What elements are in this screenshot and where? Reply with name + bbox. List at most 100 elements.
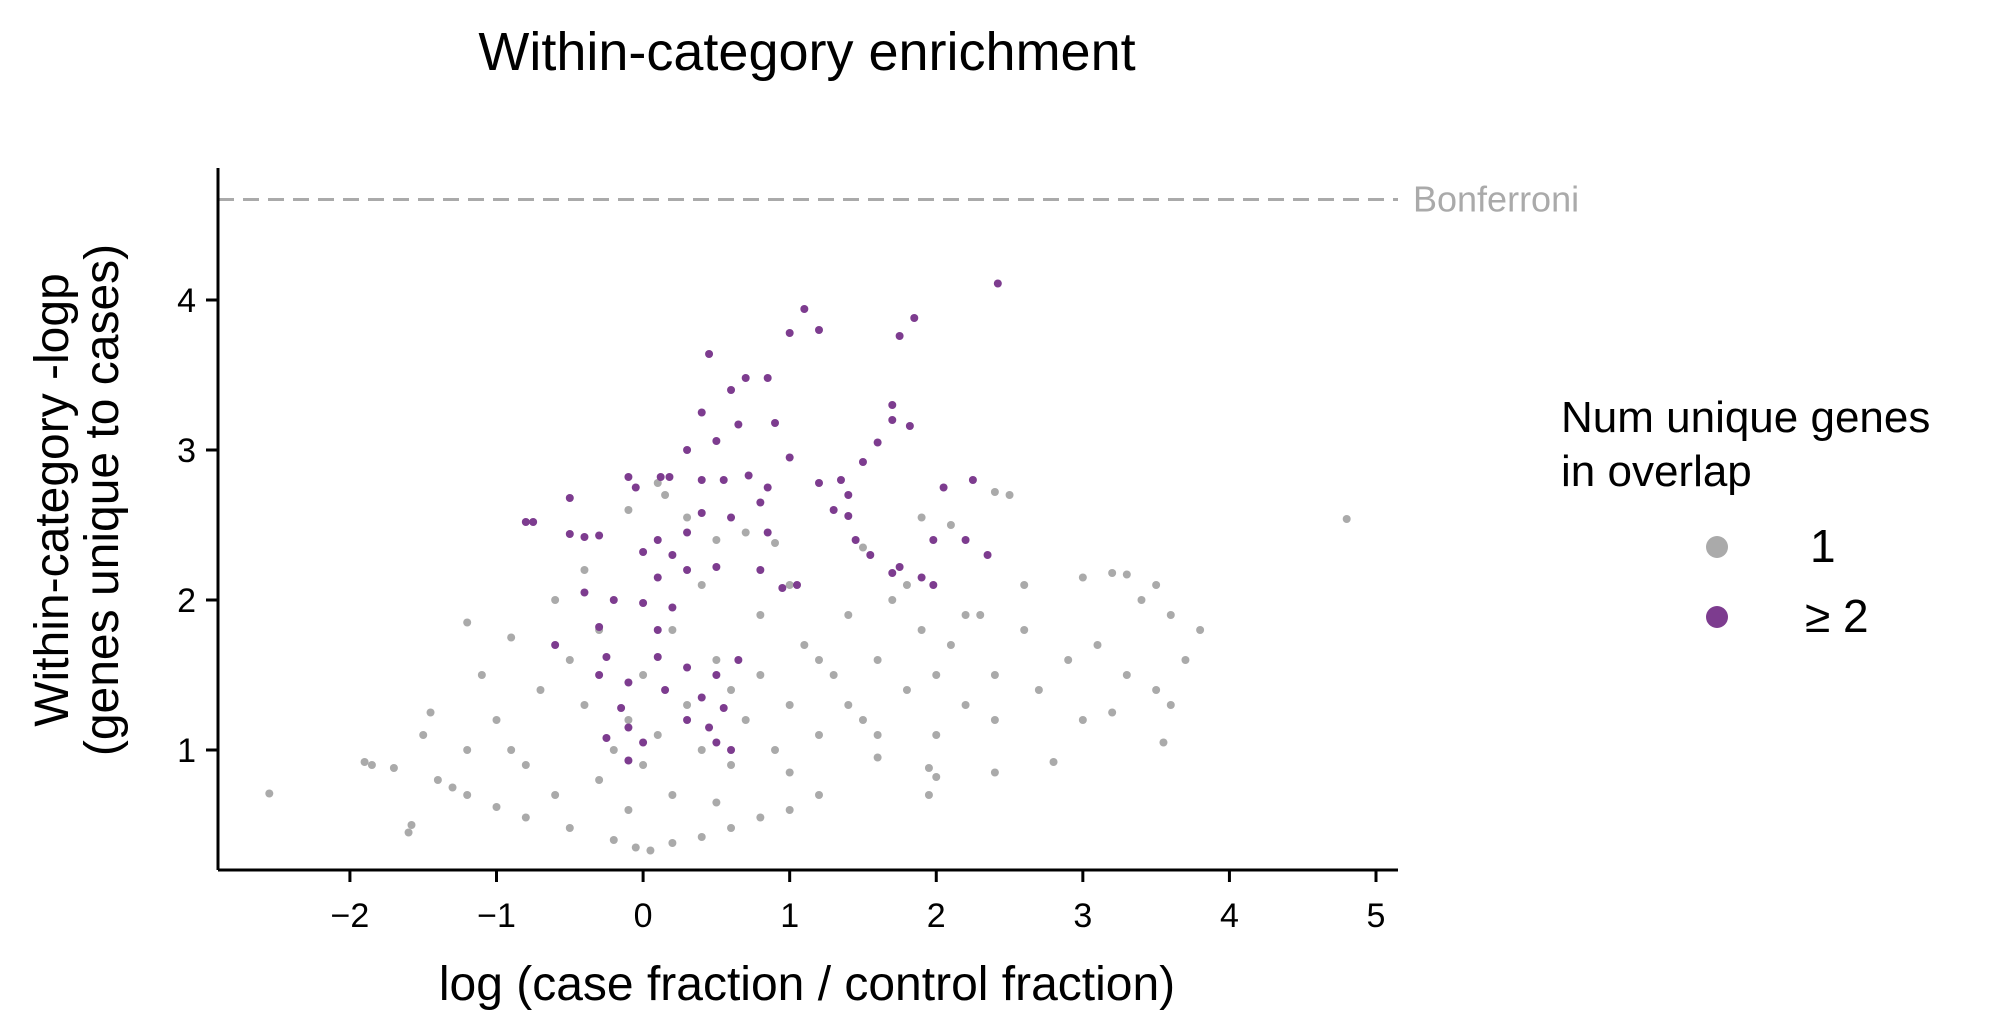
point-one-gene — [946, 521, 955, 529]
point-multi-gene — [705, 723, 714, 732]
point-one-gene — [1108, 708, 1117, 717]
point-one-gene — [631, 843, 640, 852]
point-multi-gene — [683, 528, 692, 537]
point-multi-gene — [580, 588, 589, 597]
point-one-gene — [565, 824, 574, 832]
point-one-gene — [917, 513, 926, 522]
point-one-gene — [1049, 758, 1058, 766]
point-multi-gene — [712, 563, 721, 571]
point-multi-gene — [705, 350, 714, 358]
point-multi-gene — [683, 446, 692, 454]
point-one-gene — [1152, 686, 1161, 694]
point-one-gene — [771, 539, 780, 547]
x-axis-label: log (case fraction / control fraction) — [439, 958, 1175, 1011]
point-multi-gene — [993, 279, 1002, 288]
x-tick-label: 5 — [1367, 897, 1386, 935]
point-multi-gene — [683, 716, 692, 724]
point-one-gene — [477, 671, 486, 679]
legend-label-1: 1 — [1810, 520, 1836, 572]
point-one-gene — [1137, 596, 1146, 604]
point-one-gene — [1034, 686, 1043, 694]
point-multi-gene — [888, 569, 897, 577]
point-one-gene — [990, 488, 999, 496]
point-multi-gene — [895, 332, 904, 340]
point-multi-gene — [741, 374, 750, 382]
point-multi-gene — [727, 746, 736, 754]
point-multi-gene — [624, 723, 633, 732]
point-multi-gene — [624, 678, 633, 687]
point-one-gene — [785, 806, 794, 814]
point-one-gene — [756, 813, 765, 822]
point-one-gene — [653, 479, 662, 487]
axes — [216, 168, 1398, 872]
point-one-gene — [639, 671, 648, 679]
point-one-gene — [1064, 656, 1073, 664]
point-one-gene — [844, 611, 853, 619]
point-one-gene — [844, 701, 853, 709]
x-tick-label: −1 — [477, 897, 516, 935]
point-one-gene — [932, 671, 941, 679]
point-one-gene — [492, 803, 501, 811]
point-one-gene — [1196, 626, 1205, 634]
point-multi-gene — [683, 663, 692, 672]
legend-title-line-1: Num unique genes — [1561, 393, 1930, 442]
point-multi-gene — [661, 686, 670, 694]
point-multi-gene — [888, 416, 897, 424]
point-one-gene — [888, 596, 897, 604]
point-one-gene — [727, 686, 736, 694]
y-tick-label: 1 — [177, 732, 196, 770]
point-one-gene — [976, 611, 985, 619]
point-multi-gene — [602, 653, 611, 661]
point-one-gene — [756, 611, 765, 619]
point-one-gene — [463, 618, 472, 627]
point-multi-gene — [639, 548, 648, 556]
point-multi-gene — [829, 506, 838, 514]
point-one-gene — [1020, 581, 1029, 589]
point-multi-gene — [697, 408, 706, 417]
point-multi-gene — [939, 483, 948, 492]
point-one-gene — [1166, 701, 1175, 709]
y-tick-label: 4 — [177, 282, 196, 320]
x-tick-label: 2 — [927, 897, 946, 935]
chart-title: Within-category enrichment — [478, 22, 1135, 82]
point-multi-gene — [631, 483, 640, 492]
point-one-gene — [858, 716, 867, 724]
point-multi-gene — [624, 473, 633, 481]
point-one-gene — [683, 701, 692, 709]
point-one-gene — [697, 746, 706, 754]
point-multi-gene — [814, 479, 823, 487]
point-one-gene — [639, 761, 648, 769]
point-one-gene — [624, 716, 633, 724]
point-one-gene — [961, 701, 970, 709]
point-multi-gene — [595, 671, 604, 679]
point-one-gene — [404, 828, 413, 837]
reference-line-group: Bonferroni — [218, 179, 1579, 220]
point-one-gene — [448, 783, 457, 792]
point-multi-gene — [800, 305, 809, 313]
bonferroni-label: Bonferroni — [1413, 179, 1579, 220]
point-one-gene — [1152, 581, 1161, 589]
point-one-gene — [624, 506, 633, 514]
point-one-gene — [551, 596, 560, 604]
point-one-gene — [814, 791, 823, 799]
point-one-gene — [697, 581, 706, 589]
point-multi-gene — [734, 656, 743, 664]
point-multi-gene — [744, 471, 753, 480]
point-one-gene — [492, 716, 501, 724]
point-multi-gene — [565, 530, 574, 538]
point-multi-gene — [595, 623, 604, 631]
legend-title-line-2: in overlap — [1561, 447, 1752, 496]
legend: Num unique genes in overlap 1 ≥ 2 — [1561, 393, 1930, 642]
point-multi-gene — [888, 401, 897, 409]
point-one-gene — [785, 701, 794, 709]
point-one-gene — [1181, 656, 1190, 664]
point-one-gene — [360, 758, 369, 766]
point-multi-gene — [961, 536, 970, 544]
x-tick-label: 0 — [634, 897, 653, 935]
point-multi-gene — [697, 693, 706, 702]
point-one-gene — [551, 791, 560, 799]
point-multi-gene — [624, 756, 633, 765]
point-one-gene — [712, 798, 721, 807]
point-one-gene — [367, 761, 376, 769]
point-one-gene — [902, 581, 911, 589]
